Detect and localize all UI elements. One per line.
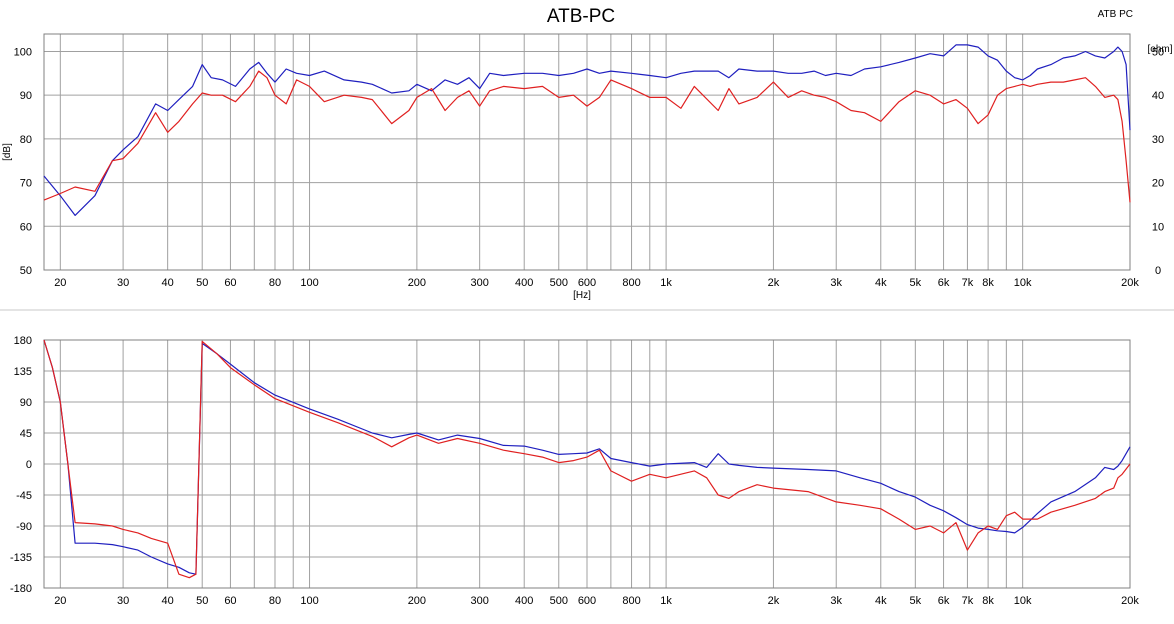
x-tick-label: 60	[224, 595, 236, 607]
x-tick-label: 80	[269, 595, 281, 607]
x-tick-label: 600	[578, 277, 596, 289]
x-tick-label: 4k	[875, 277, 887, 289]
x-tick-label: 800	[622, 277, 640, 289]
x-tick-label: 20	[54, 277, 66, 289]
x-tick-label: 1k	[660, 277, 672, 289]
x-tick-label: 300	[470, 277, 488, 289]
x-tick-label: 200	[408, 595, 426, 607]
y2-tick-label: 30	[1152, 134, 1164, 146]
y-tick-label: -135	[10, 552, 32, 564]
y2-tick-label: 40	[1152, 90, 1164, 102]
x-tick-label: 8k	[982, 595, 994, 607]
y2-tick-label: 10	[1152, 221, 1164, 233]
x-tick-label: 8k	[982, 277, 994, 289]
y-tick-label: 100	[14, 46, 32, 58]
y-tick-label: 60	[20, 221, 32, 233]
x-tick-label: 4k	[875, 595, 887, 607]
x-tick-label: 6k	[938, 277, 950, 289]
y-tick-label: 180	[14, 335, 32, 347]
x-tick-label: 200	[408, 277, 426, 289]
x-tick-label: 800	[622, 595, 640, 607]
x-tick-label: 1k	[660, 595, 672, 607]
y2-axis-label: [ohm]	[1147, 44, 1172, 55]
x-tick-label: 40	[162, 595, 174, 607]
y-tick-label: -90	[16, 521, 32, 533]
y-tick-label: 90	[20, 90, 32, 102]
x-tick-label: 20k	[1121, 277, 1139, 289]
x-tick-label: 40	[162, 277, 174, 289]
x-tick-label: 30	[117, 595, 129, 607]
x-tick-label: 500	[550, 277, 568, 289]
x-tick-label: 600	[578, 595, 596, 607]
x-tick-label: 5k	[910, 277, 922, 289]
x-tick-label: 3k	[830, 595, 842, 607]
x-tick-label: 60	[224, 277, 236, 289]
x-tick-label: 20	[54, 595, 66, 607]
chart-title: ATB-PC	[547, 6, 615, 27]
x-tick-label: 80	[269, 277, 281, 289]
y-tick-label: 45	[20, 428, 32, 440]
x-tick-label: 400	[515, 277, 533, 289]
x-tick-label: 3k	[830, 277, 842, 289]
y2-tick-label: 20	[1152, 178, 1164, 190]
x-tick-label: 100	[300, 277, 318, 289]
x-tick-label: 50	[196, 595, 208, 607]
y-tick-label: 90	[20, 397, 32, 409]
x-tick-label: 50	[196, 277, 208, 289]
x-tick-label: 20k	[1121, 595, 1139, 607]
x-tick-label: 5k	[910, 595, 922, 607]
y-tick-label: -180	[10, 583, 32, 595]
y-tick-label: 50	[20, 265, 32, 277]
x-tick-label: 7k	[962, 595, 974, 607]
y-tick-label: 80	[20, 134, 32, 146]
x-tick-label: 7k	[962, 277, 974, 289]
x-tick-label: 2k	[768, 277, 780, 289]
x-tick-label: 10k	[1014, 277, 1032, 289]
y-axis-label: [dB]	[2, 143, 13, 161]
x-tick-label: 100	[300, 595, 318, 607]
y-tick-label: 135	[14, 366, 32, 378]
x-tick-label: 2k	[768, 595, 780, 607]
x-tick-label: 6k	[938, 595, 950, 607]
x-axis-label: [Hz]	[573, 290, 591, 301]
x-tick-label: 30	[117, 277, 129, 289]
y-tick-label: 0	[26, 459, 32, 471]
y2-tick-label: 0	[1155, 265, 1161, 277]
x-tick-label: 300	[470, 595, 488, 607]
x-tick-label: 400	[515, 595, 533, 607]
y-tick-label: 70	[20, 178, 32, 190]
y-tick-label: -45	[16, 490, 32, 502]
x-tick-label: 500	[550, 595, 568, 607]
legend-label: ATB PC	[1098, 9, 1133, 20]
x-tick-label: 10k	[1014, 595, 1032, 607]
